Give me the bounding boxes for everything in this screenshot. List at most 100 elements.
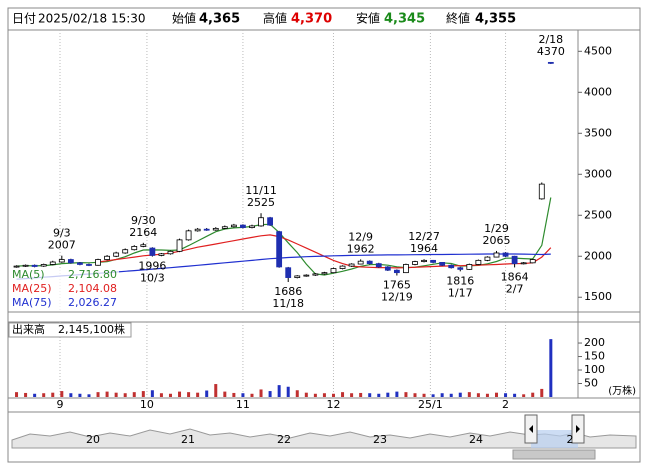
candle-body (167, 250, 174, 255)
header-value: 4,365 (199, 12, 240, 27)
handle-arrow (576, 425, 580, 433)
candle-body (439, 262, 446, 266)
legend-name: MA(75) (12, 296, 52, 309)
volume-bar (187, 392, 191, 397)
candle-body (176, 239, 183, 252)
navigator-selection[interactable] (531, 430, 578, 448)
navigator-label: 23 (373, 433, 387, 446)
candle-body (40, 264, 47, 267)
volume-bar (368, 393, 372, 397)
volume-bar (105, 391, 109, 397)
volume-bar (250, 393, 254, 397)
header-label: 高値 (263, 11, 287, 26)
volume-bar (178, 391, 182, 397)
y-tick-label: 3500 (584, 126, 612, 139)
annotation-date: 2/18 (538, 33, 563, 46)
candle-body (511, 255, 518, 265)
candle-body (22, 264, 29, 267)
header-value: 4,370 (291, 12, 332, 27)
volume-bar (123, 393, 127, 397)
navigator-label: 20 (86, 433, 100, 446)
volume-bar (196, 392, 200, 397)
candle-body (95, 259, 101, 266)
annotation-value: 4370 (537, 45, 565, 58)
candle-body (493, 252, 500, 258)
volume-bar (377, 393, 381, 397)
candle-body (312, 273, 319, 276)
annotation-date: 9/30 (131, 214, 156, 227)
y-tick-label: 4000 (584, 85, 612, 98)
candle-body (529, 259, 536, 264)
volume-bar (531, 392, 535, 397)
volume-bar (350, 393, 354, 397)
candle-body (421, 259, 427, 262)
candle-body (230, 224, 237, 228)
volume-bar (259, 389, 263, 397)
candle-body (13, 265, 20, 268)
candle-body (321, 272, 328, 275)
candle-body (212, 227, 219, 231)
annotation-value: 1996 (138, 260, 166, 273)
volume-bar (114, 392, 118, 397)
volume-bar (404, 392, 408, 397)
candle-body (221, 226, 228, 229)
candle-body (502, 252, 509, 257)
candle-body (384, 266, 391, 271)
volume-bar (449, 393, 453, 397)
volume-bar (214, 384, 218, 397)
legend-value: 2,104.08 (68, 282, 117, 295)
y-tick-label: 3000 (584, 167, 612, 180)
volume-bar (295, 390, 299, 397)
header-date: 2025/02/18 15:30 (38, 12, 146, 26)
volume-bar (504, 393, 508, 397)
annotation-value: 1964 (410, 242, 438, 255)
annotation-value: 2007 (48, 239, 76, 252)
candle-body (538, 183, 545, 200)
candle-body (203, 228, 210, 231)
navigator-labels: 20 21 22 23 24 2 (86, 433, 574, 446)
header-value: 4,345 (384, 12, 425, 27)
x-tick-label: 11 (236, 398, 250, 411)
candle-body (122, 249, 129, 254)
annotation-date: 12/27 (408, 230, 440, 243)
navigator-label: 21 (181, 433, 195, 446)
volume-bar (422, 393, 426, 397)
volume-bar (331, 393, 335, 397)
annotation-date: 10/3 (140, 272, 165, 285)
scrollbar-thumb[interactable] (512, 449, 596, 460)
y-tick-label: 1500 (584, 290, 612, 303)
volume-bar (286, 386, 290, 397)
candle-body (357, 260, 364, 265)
volume-bar (322, 393, 326, 397)
volume-bar (549, 339, 553, 397)
y-tick-label: 2500 (584, 208, 612, 221)
candle-body (466, 264, 473, 270)
volume-bar (386, 392, 390, 397)
candle-body (258, 217, 264, 227)
volume-bar (413, 393, 417, 397)
candle-body (49, 261, 56, 265)
x-tick-label: 12 (326, 398, 340, 411)
volume-bar (494, 392, 498, 397)
candle-body (430, 259, 437, 263)
legend-value: 2,716.80 (68, 268, 117, 281)
candle-body (67, 259, 74, 264)
candle-body (375, 263, 382, 268)
candle-body (285, 267, 292, 278)
annotation-date: 12/19 (381, 291, 413, 304)
annotation-value: 1686 (274, 285, 302, 298)
volume-bar (87, 394, 91, 397)
volume-bar (395, 391, 399, 397)
candle-body (547, 61, 554, 64)
volume-bar (168, 393, 172, 397)
volume-bar (485, 393, 489, 397)
annotation-value: 2525 (247, 196, 275, 209)
candle-body (393, 269, 400, 274)
candle-body (158, 253, 165, 256)
candle-body (104, 255, 110, 260)
volume-bar (223, 391, 227, 397)
volume-bar (359, 392, 363, 397)
volume-bar (51, 392, 55, 397)
candle-body (412, 261, 418, 265)
